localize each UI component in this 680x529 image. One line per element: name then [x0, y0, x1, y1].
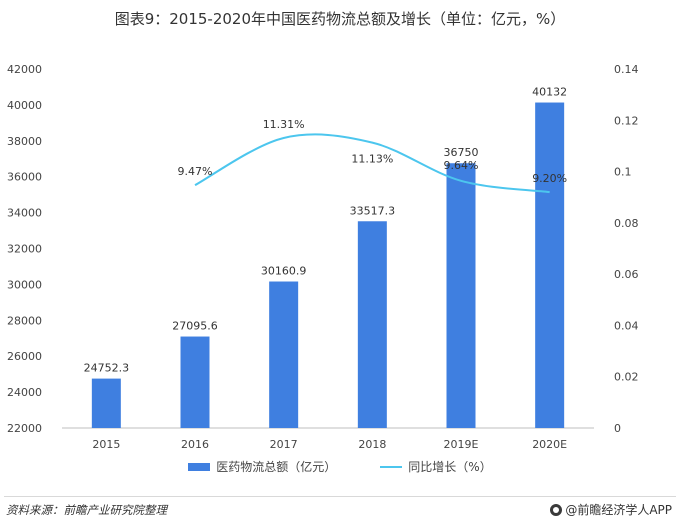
bar-2020E — [535, 102, 565, 428]
footer-divider — [4, 496, 676, 497]
x-tick-label: 2020E — [532, 438, 567, 451]
legend-label-bar: 医药物流总额（亿元） — [216, 460, 337, 474]
line-value-label: 9.20% — [532, 172, 567, 185]
source-note: 资料来源：前瞻产业研究院整理 — [6, 503, 167, 517]
bar-value-label: 27095.6 — [172, 320, 218, 333]
bar-value-label: 36750 — [444, 146, 479, 159]
bar-2016 — [180, 336, 210, 428]
line-value-label: 9.64% — [444, 159, 479, 172]
legend-swatch-line — [380, 465, 403, 468]
line-value-label: 11.31% — [263, 118, 305, 131]
y-left-tick-label: 24000 — [7, 386, 42, 399]
y-left-tick-label: 36000 — [7, 171, 42, 184]
y-left-tick-label: 40000 — [7, 99, 42, 112]
legend-swatch-bar — [188, 462, 211, 471]
y-right-tick-label: 0.06 — [614, 268, 639, 281]
bar-value-label: 40132 — [532, 86, 567, 99]
y-right-tick-label: 0.1 — [614, 166, 632, 179]
y-left-tick-label: 28000 — [7, 314, 42, 327]
x-tick-label: 2018 — [358, 438, 386, 451]
bar-value-label: 33517.3 — [350, 204, 396, 217]
x-tick-label: 2016 — [181, 438, 209, 451]
y-right-tick-label: 0.08 — [614, 217, 639, 230]
y-right-tick-label: 0 — [614, 422, 621, 435]
y-right-tick-label: 0.14 — [614, 63, 639, 76]
y-right-tick-label: 0.02 — [614, 371, 639, 384]
bar-2015 — [91, 378, 121, 428]
y-left-tick-label: 30000 — [7, 278, 42, 291]
legend-item-bar: 医药物流总额（亿元） — [188, 458, 336, 475]
brand-logo-icon — [550, 503, 563, 516]
x-tick-label: 2019E — [444, 438, 479, 451]
bar-value-label: 30160.9 — [261, 265, 307, 278]
growth-line — [194, 133, 550, 194]
chart-legend: 医药物流总额（亿元） 同比增长（%） — [0, 458, 680, 475]
y-left-tick-label: 22000 — [7, 422, 42, 435]
chart-title: 图表9：2015-2020年中国医药物流总额及增长（单位：亿元，%） — [114, 10, 566, 28]
legend-item-line: 同比增长（%） — [380, 458, 492, 475]
y-left-tick-label: 42000 — [7, 63, 42, 76]
y-left-tick-label: 38000 — [7, 135, 42, 148]
line-value-label: 9.47% — [178, 165, 213, 178]
bar-value-label: 24752.3 — [84, 362, 130, 375]
line-value-label: 11.13% — [351, 153, 393, 166]
bar-2018 — [357, 221, 387, 428]
y-left-tick-label: 32000 — [7, 243, 42, 256]
y-left-tick-label: 26000 — [7, 350, 42, 363]
y-left-tick-label: 34000 — [7, 207, 42, 220]
x-tick-label: 2015 — [92, 438, 120, 451]
legend-label-line: 同比增长（%） — [408, 460, 492, 474]
brand-text: @前瞻经济学人APP — [565, 503, 672, 517]
x-tick-label: 2017 — [270, 438, 298, 451]
bar-2019E — [446, 163, 476, 429]
brand-credit: @前瞻经济学人APP — [550, 501, 672, 518]
y-right-tick-label: 0.04 — [614, 319, 639, 332]
y-right-tick-label: 0.12 — [614, 114, 639, 127]
bar-2017 — [269, 281, 299, 428]
